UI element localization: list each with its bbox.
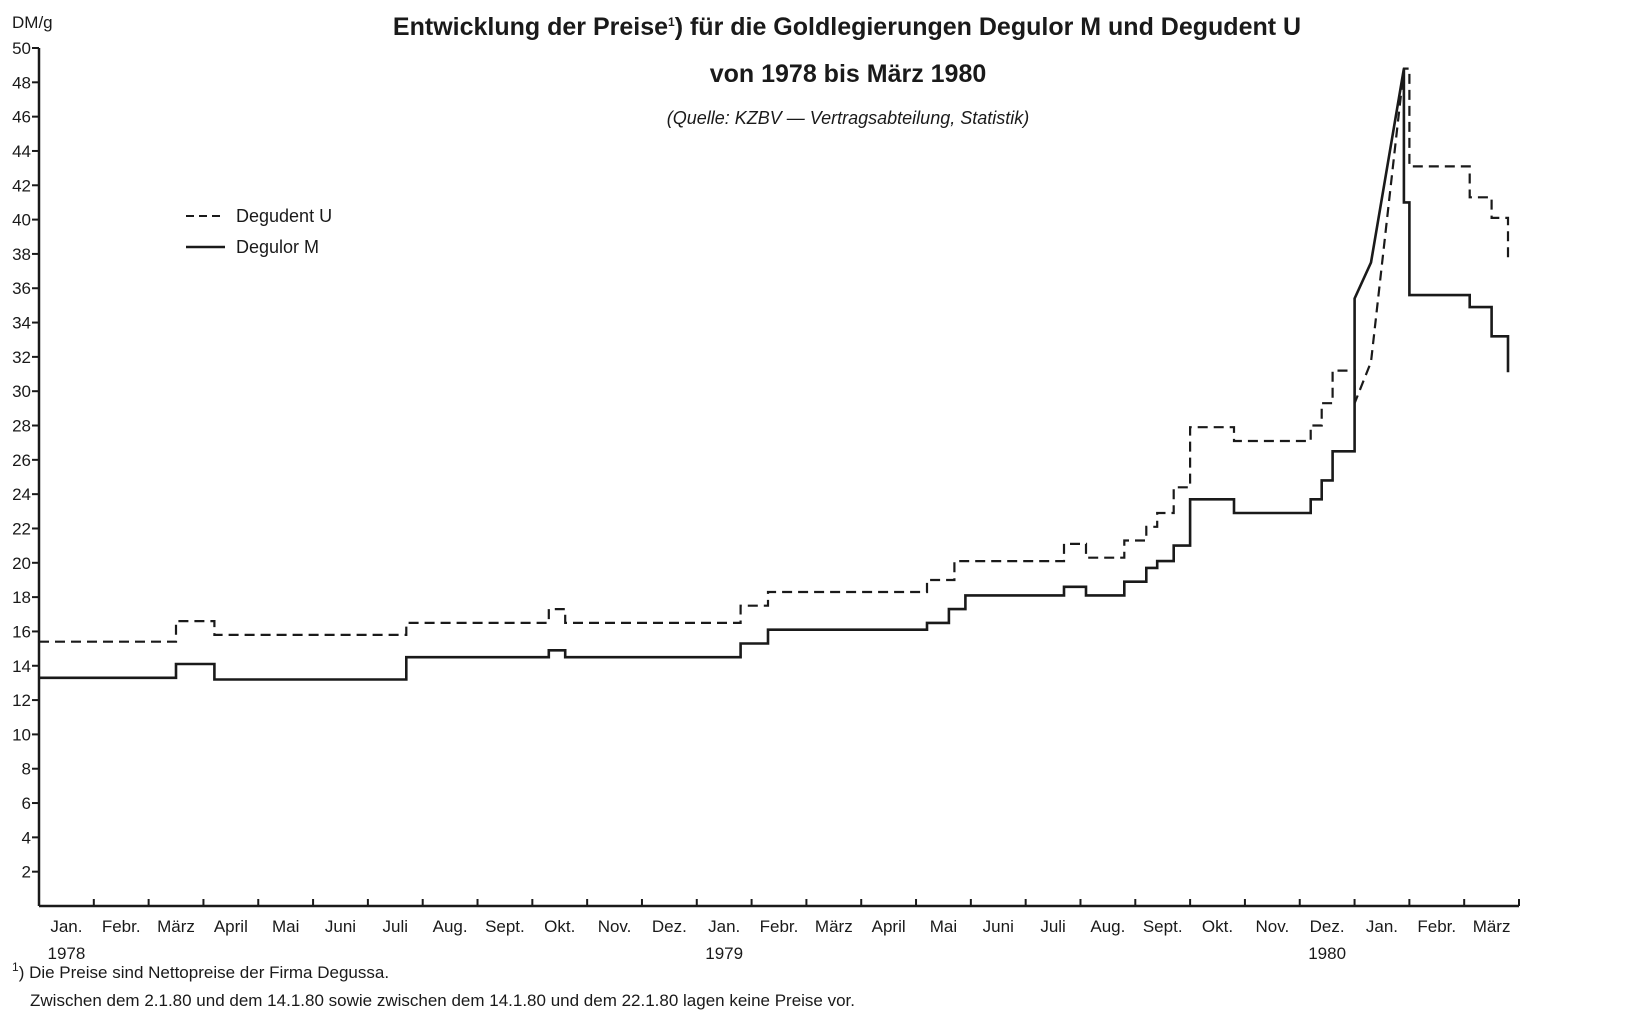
x-month-label-14: März xyxy=(815,917,853,936)
x-month-label-25: Febr. xyxy=(1417,917,1456,936)
legend-label-degulor-m: Degulor M xyxy=(236,237,319,257)
series-group xyxy=(39,67,1510,681)
x-month-label-11: Dez. xyxy=(652,917,687,936)
y-tick-label-10: 10 xyxy=(12,725,31,744)
x-month-label-21: Okt. xyxy=(1202,917,1233,936)
series-line-degulor-m xyxy=(39,68,1510,681)
x-year-label-1980: 1980 xyxy=(1308,944,1346,963)
x-year-label-1979: 1979 xyxy=(705,944,743,963)
x-month-label-19: Aug. xyxy=(1090,917,1125,936)
x-month-label-24: Jan. xyxy=(1366,917,1398,936)
y-tick-label-8: 8 xyxy=(22,760,31,779)
chart-title-part2: ) für die Goldlegierungen Degulor M und … xyxy=(675,13,1301,41)
x-month-label-26: März xyxy=(1473,917,1511,936)
series-line-degudent-u xyxy=(39,67,1510,643)
y-axis-unit-label: DM/g xyxy=(12,13,53,32)
x-month-label-12: Jan. xyxy=(708,917,740,936)
y-tick-label-32: 32 xyxy=(12,348,31,367)
x-month-label-10: Nov. xyxy=(598,917,632,936)
y-tick-label-48: 48 xyxy=(12,73,31,92)
y-tick-label-46: 46 xyxy=(12,108,31,127)
y-ticks: 2468101214161820222426283032343638404244… xyxy=(12,39,39,882)
y-tick-label-28: 28 xyxy=(12,417,31,436)
y-tick-label-14: 14 xyxy=(12,657,31,676)
x-ticks: Jan. Febr. März April Mai Juni Juli Aug. Sept. Ok… xyxy=(47,899,1520,963)
y-tick-label-20: 20 xyxy=(12,554,31,573)
x-month-label-7: Aug. xyxy=(433,917,468,936)
footnote-marker: 1 xyxy=(12,960,19,974)
chart-title: Entwicklung der Preise1) für die Goldleg… xyxy=(393,13,1301,41)
x-month-label-15: April xyxy=(872,917,906,936)
y-tick-label-12: 12 xyxy=(12,691,31,710)
y-tick-label-24: 24 xyxy=(12,485,31,504)
footnote-text-1: ) Die Preise sind Nettopreise der Firma … xyxy=(19,963,389,982)
y-tick-label-42: 42 xyxy=(12,176,31,195)
y-tick-label-34: 34 xyxy=(12,314,31,333)
y-tick-label-30: 30 xyxy=(12,382,31,401)
chart-title-part1: Entwicklung der Preise xyxy=(393,13,668,41)
x-month-label-16: Mai xyxy=(930,917,957,936)
footnote-line1: 1) Die Preise sind Nettopreise der Firma… xyxy=(12,960,389,982)
x-year-label-1978: 1978 xyxy=(47,944,85,963)
x-month-label-22: Nov. xyxy=(1255,917,1289,936)
y-tick-label-18: 18 xyxy=(12,588,31,607)
x-month-label-18: Juli xyxy=(1040,917,1066,936)
x-month-label-5: Juni xyxy=(325,917,356,936)
chart-title-footnote-marker: 1 xyxy=(668,15,675,29)
y-tick-label-26: 26 xyxy=(12,451,31,470)
legend: Degudent U Degulor M xyxy=(186,206,332,257)
y-tick-label-6: 6 xyxy=(22,794,31,813)
legend-label-degudent-u: Degudent U xyxy=(236,206,332,226)
x-month-label-0: Jan. xyxy=(50,917,82,936)
x-month-label-3: April xyxy=(214,917,248,936)
y-tick-label-40: 40 xyxy=(12,211,31,230)
y-tick-label-2: 2 xyxy=(22,863,31,882)
y-tick-label-44: 44 xyxy=(12,142,31,161)
x-month-label-9: Okt. xyxy=(544,917,575,936)
x-month-label-4: Mai xyxy=(272,917,299,936)
x-month-label-20: Sept. xyxy=(1143,917,1183,936)
x-month-label-6: Juli xyxy=(383,917,409,936)
y-tick-label-38: 38 xyxy=(12,245,31,264)
y-tick-label-4: 4 xyxy=(22,828,31,847)
x-month-label-2: März xyxy=(157,917,195,936)
y-tick-label-36: 36 xyxy=(12,279,31,298)
y-tick-label-50: 50 xyxy=(12,39,31,58)
x-month-label-17: Juni xyxy=(983,917,1014,936)
y-tick-label-16: 16 xyxy=(12,622,31,641)
chart-subtitle: (Quelle: KZBV — Vertragsabteilung, Stati… xyxy=(667,108,1029,128)
x-month-label-8: Sept. xyxy=(485,917,525,936)
x-month-label-13: Febr. xyxy=(760,917,799,936)
y-tick-label-22: 22 xyxy=(12,519,31,538)
chart-title-line2: von 1978 bis März 1980 xyxy=(710,60,987,88)
x-month-label-1: Febr. xyxy=(102,917,141,936)
x-month-label-23: Dez. xyxy=(1310,917,1345,936)
footnote-line2: Zwischen dem 2.1.80 und dem 14.1.80 sowi… xyxy=(30,991,855,1010)
